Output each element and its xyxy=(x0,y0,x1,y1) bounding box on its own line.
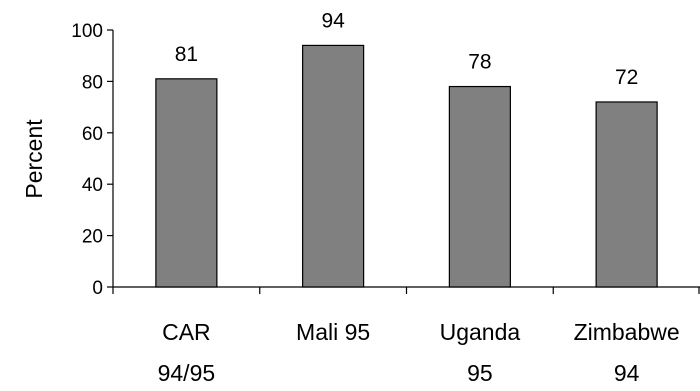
y-tick-label: 80 xyxy=(82,72,103,93)
bars xyxy=(155,44,658,288)
y-tick-label: 40 xyxy=(82,175,103,196)
category-label: 95 xyxy=(467,360,493,386)
category-label: CAR xyxy=(162,319,211,345)
category-label: Uganda xyxy=(440,319,521,345)
data-label: 94 xyxy=(321,9,345,32)
category-label: Mali 95 xyxy=(296,319,370,345)
category-label: Zimbabwe xyxy=(574,319,680,345)
data-label: 78 xyxy=(468,51,491,74)
bar xyxy=(595,101,658,288)
y-axis-title: Percent xyxy=(21,119,47,199)
data-labels: 81 94 78 72 xyxy=(175,9,639,89)
y-tick-label: 20 xyxy=(82,227,103,248)
bar xyxy=(302,44,365,288)
x-axis xyxy=(112,286,700,294)
y-axis: 0 20 40 60 80 100 xyxy=(71,21,114,299)
bar xyxy=(448,85,511,288)
y-tick-label: 0 xyxy=(92,278,103,299)
data-label: 81 xyxy=(175,43,198,66)
category-label: 94/95 xyxy=(158,360,216,386)
bar xyxy=(155,78,218,288)
y-tick-label: 100 xyxy=(71,21,103,42)
y-tick-label: 60 xyxy=(82,124,103,145)
category-labels: CAR 94/95 Mali 95 Uganda 95 Zimbabwe 94 xyxy=(158,319,680,386)
data-label: 72 xyxy=(615,66,638,89)
category-label: 94 xyxy=(614,360,640,386)
